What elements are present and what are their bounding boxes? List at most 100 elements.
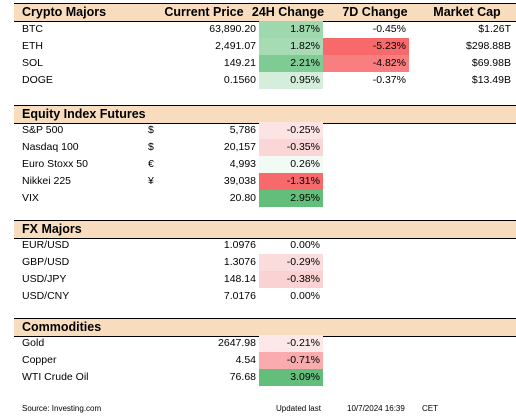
24h-change-value: -0.29% [286,256,320,268]
fx-header: FX Majors [14,220,516,239]
7d-change-value: -0.37% [372,74,406,86]
24h-change-cell [259,55,323,72]
24h-change-cell [259,271,323,288]
table-row: USD/JPY 148.14 -0.38% [14,271,516,288]
current-price: 4.54 [235,354,256,366]
table-row: BTC 63,890.20 1.87% -0.45% $1.26T [14,21,516,38]
24h-change-header: 24H Change [251,5,325,19]
row-name: VIX [22,192,39,204]
current-price: 1.0976 [223,239,256,251]
table-row: WTI Crude Oil 76.68 3.09% [14,369,516,386]
table-row: SOL 149.21 2.21% -4.82% $69.98B [14,55,516,72]
7d-change-value: -4.82% [372,57,406,69]
24h-change-cell [259,21,323,38]
table-row: Nasdaq 100 $20,157 -0.35% [14,139,516,156]
current-price: 1.3076 [223,256,256,268]
24h-change-cell [259,254,323,271]
row-name: WTI Crude Oil [22,371,89,383]
market-cap-value: $298.88B [466,40,511,52]
24h-change-value: -0.35% [286,141,320,153]
current-price: 4,993 [229,158,256,170]
current-price: 149.21 [223,57,256,69]
current-price: 2,491.07 [215,40,256,52]
table-row: VIX 20.80 2.95% [14,190,516,207]
timezone: CET [422,404,438,413]
24h-change-value: -0.25% [286,124,320,136]
currency-symbol: $ [148,141,154,153]
current-price-header: Current Price [164,5,244,19]
24h-change-cell [259,122,323,139]
market-cap-value: $69.98B [471,57,511,69]
current-price: 7.0176 [223,290,256,302]
7d-change-header: 7D Change [342,5,408,19]
table-row: Gold 2647.98 -0.21% [14,335,516,352]
updated-timestamp: 10/7/2024 16:39 [347,404,405,413]
table-row: Euro Stoxx 50 €4,993 0.26% [14,156,516,173]
7d-change-value: -0.45% [372,23,406,35]
table-row: Copper 4.54 -0.71% [14,352,516,369]
24h-change-value: -0.38% [286,273,320,285]
row-name: EUR/USD [22,239,70,251]
24h-change-cell [259,72,323,89]
24h-change-value: -0.71% [286,354,320,366]
current-price: 39,038 [223,175,256,187]
row-name: BTC [22,23,43,35]
24h-change-value: 1.87% [290,23,320,35]
24h-change-value: 1.82% [290,40,320,52]
market-cap-value: $1.26T [478,23,511,35]
table-row: EUR/USD 1.0976 0.00% [14,237,516,254]
7d-change-cell [323,38,409,55]
24h-change-value: 0.26% [290,158,320,170]
table-row: GBP/USD 1.3076 -0.29% [14,254,516,271]
updated-label: Updated last [276,404,321,413]
row-name: DOGE [22,74,53,86]
market-cap-header: Market Cap [433,5,501,19]
24h-change-value: 2.95% [290,192,320,204]
current-price: 63,890.20 [209,23,256,35]
24h-change-cell [259,352,323,369]
table-row: DOGE 0.1560 0.95% -0.37% $13.49B [14,72,516,89]
row-name: Nikkei 225 [22,175,72,187]
24h-change-cell [259,335,323,352]
equity-section-title: Equity Index Futures [22,107,146,121]
row-name: SOL [22,57,44,69]
row-name: Gold [22,337,45,349]
commodities-section-title: Commodities [22,320,102,334]
row-name: USD/CNY [22,290,70,302]
currency-symbol: € [148,158,154,170]
7d-change-value: -5.23% [372,40,406,52]
24h-change-value: 0.00% [290,290,320,302]
24h-change-value: 2.21% [290,57,320,69]
crypto-header: Crypto Majors Current Price 24H Change 7… [14,3,516,22]
table-row: Nikkei 225 ¥39,038 -1.31% [14,173,516,190]
row-name: Copper [22,354,57,366]
market-cap-value: $13.49B [471,74,511,86]
current-price: 20,157 [223,141,256,153]
footer: Source: Investing.com Updated last 10/7/… [14,402,516,416]
crypto-section-title: Crypto Majors [22,5,107,19]
24h-change-cell [259,139,323,156]
source-text: Source: Investing.com [22,404,102,413]
current-price: 5,786 [229,124,256,136]
current-price: 76.68 [229,371,256,383]
24h-change-cell [259,190,323,207]
commodities-header: Commodities [14,318,516,337]
24h-change-cell [259,369,323,386]
24h-change-cell [259,156,323,173]
currency-symbol: ¥ [148,175,154,187]
24h-change-value: 0.95% [290,74,320,86]
24h-change-value: -0.21% [286,337,320,349]
table-row: ETH 2,491.07 1.82% -5.23% $298.88B [14,38,516,55]
table-row: S&P 500 $5,786 -0.25% [14,122,516,139]
24h-change-value: 0.00% [290,239,320,251]
24h-change-value: -1.31% [286,175,320,187]
current-price: 20.80 [229,192,256,204]
row-name: ETH [22,40,43,52]
row-name: GBP/USD [22,256,70,268]
row-name: S&P 500 [22,124,64,136]
24h-change-value: 3.09% [290,371,320,383]
row-name: USD/JPY [22,273,67,285]
current-price: 148.14 [223,273,256,285]
fx-section-title: FX Majors [22,222,82,236]
current-price: 0.1560 [223,74,256,86]
